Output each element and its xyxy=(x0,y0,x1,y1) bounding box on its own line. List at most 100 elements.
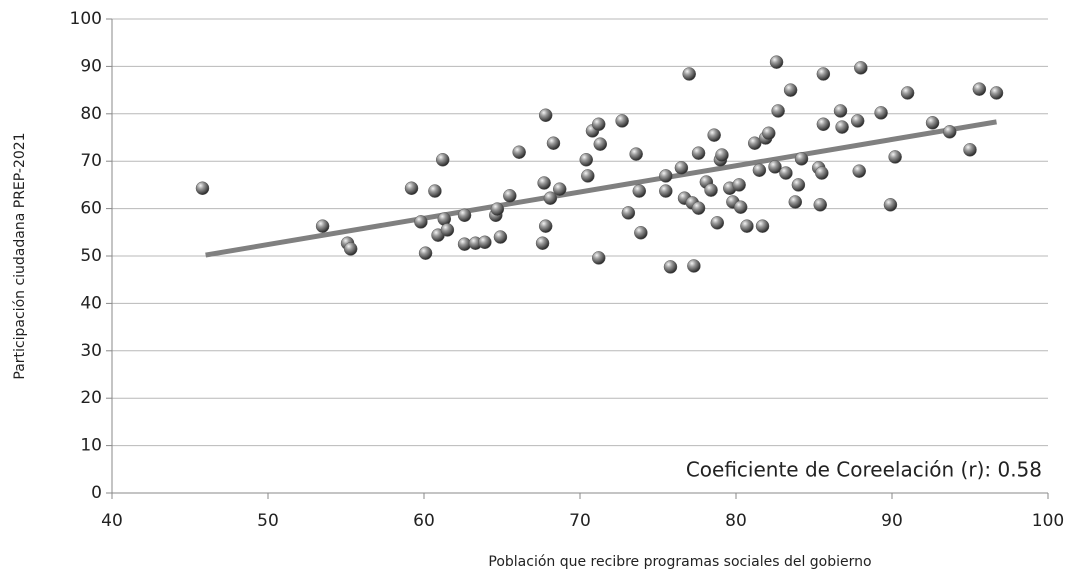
point xyxy=(747,136,762,150)
point xyxy=(733,200,748,214)
point xyxy=(535,236,550,250)
x-tick-label: 100 xyxy=(1032,511,1064,531)
point xyxy=(752,163,767,177)
point xyxy=(593,137,608,151)
point xyxy=(634,226,648,240)
x-axis-label: Población que recibre programas sociales… xyxy=(488,554,871,570)
trend-line xyxy=(205,119,997,258)
point xyxy=(315,219,330,233)
point xyxy=(579,153,593,167)
point xyxy=(478,235,492,250)
point xyxy=(854,61,868,75)
point xyxy=(963,143,977,157)
point xyxy=(629,147,643,161)
point xyxy=(538,108,553,122)
point xyxy=(816,117,831,131)
point xyxy=(632,184,647,198)
y-tick-label: 90 xyxy=(80,56,102,76)
point xyxy=(512,145,526,159)
point xyxy=(440,223,455,237)
point xyxy=(691,201,706,215)
point xyxy=(732,178,746,192)
point xyxy=(490,202,505,216)
point xyxy=(942,125,957,139)
point xyxy=(791,178,806,192)
point xyxy=(707,128,721,142)
point xyxy=(852,164,866,178)
y-tick-label: 80 xyxy=(80,104,102,124)
point xyxy=(457,208,472,222)
point xyxy=(418,246,433,260)
point xyxy=(762,126,776,140)
point xyxy=(768,160,782,174)
point xyxy=(874,106,888,120)
y-tick-label: 60 xyxy=(80,199,102,219)
x-tick-label: 50 xyxy=(257,511,279,531)
point xyxy=(621,206,636,220)
point xyxy=(888,150,902,164)
point xyxy=(552,182,567,196)
point xyxy=(682,67,696,81)
point xyxy=(850,114,865,128)
point xyxy=(883,198,898,212)
point xyxy=(755,219,770,233)
y-tick-label: 50 xyxy=(80,246,102,266)
y-tick-label: 30 xyxy=(80,341,102,361)
point xyxy=(435,153,450,167)
y-tick-label: 0 xyxy=(91,483,102,503)
point xyxy=(925,116,940,130)
x-tick-label: 70 xyxy=(569,511,591,531)
point xyxy=(710,216,725,230)
point xyxy=(788,195,803,209)
point xyxy=(989,86,1004,100)
y-tick-label: 10 xyxy=(80,436,102,456)
point xyxy=(546,136,561,150)
point xyxy=(414,215,428,229)
point xyxy=(691,146,706,160)
point xyxy=(503,189,517,203)
annotation: Coeficiente de Coreelación (r): 0.58 xyxy=(686,458,1042,482)
point xyxy=(783,83,798,97)
point xyxy=(343,242,358,256)
point xyxy=(687,259,701,273)
point xyxy=(674,161,689,175)
point xyxy=(835,120,849,134)
point xyxy=(769,55,784,69)
point xyxy=(816,67,831,81)
point xyxy=(663,260,678,274)
point xyxy=(972,82,987,96)
point xyxy=(704,183,718,197)
y-tick-label: 100 xyxy=(70,9,102,29)
point xyxy=(815,166,829,180)
point xyxy=(615,114,629,128)
point xyxy=(428,184,442,198)
point xyxy=(581,169,595,183)
point xyxy=(659,169,673,183)
point xyxy=(813,198,827,212)
y-axis-label: Participación ciudadana PREP-2021 xyxy=(12,132,28,379)
point xyxy=(659,184,673,198)
point xyxy=(740,219,754,233)
point xyxy=(404,181,419,195)
point xyxy=(543,191,558,205)
x-tick-label: 60 xyxy=(413,511,435,531)
x-tick-label: 40 xyxy=(101,511,123,531)
point xyxy=(779,166,793,180)
x-tick-label: 90 xyxy=(881,511,903,531)
point xyxy=(715,148,729,162)
point xyxy=(794,152,809,166)
y-tick-label: 70 xyxy=(80,151,102,171)
point xyxy=(538,219,553,233)
point xyxy=(493,230,508,244)
point xyxy=(833,104,848,118)
point xyxy=(195,181,210,195)
point xyxy=(900,86,915,100)
y-tick-label: 40 xyxy=(80,293,102,313)
point xyxy=(591,251,606,265)
point xyxy=(771,104,785,118)
point xyxy=(591,117,606,131)
y-tick-label: 20 xyxy=(80,388,102,408)
point xyxy=(537,176,551,190)
